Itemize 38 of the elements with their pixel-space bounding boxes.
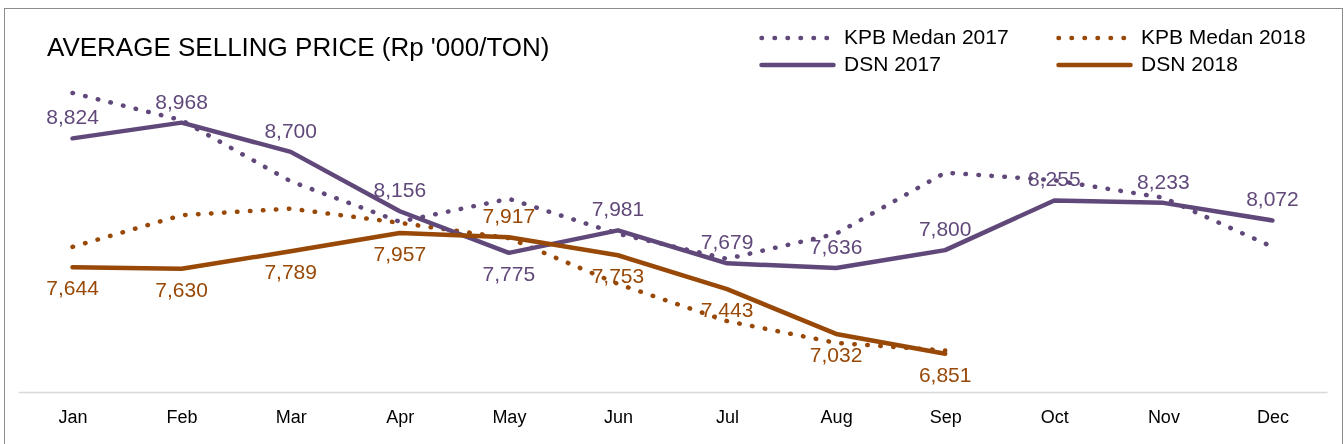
x-tick-label: Jul xyxy=(716,406,740,427)
data-label: 7,917 xyxy=(482,204,536,228)
text: AVERAGE SELLING PRICE (Rp '000/TON) xyxy=(47,32,550,62)
data-label: 7,443 xyxy=(700,298,754,322)
x-tick-label: Apr xyxy=(386,406,415,427)
x-tick-label: Sep xyxy=(929,406,962,427)
data-label: 7,644 xyxy=(46,276,100,300)
x-tick-label: Jun xyxy=(603,406,633,427)
data-label: 7,789 xyxy=(264,260,317,284)
data-label: 7,032 xyxy=(809,342,863,366)
legend-label: KPB Medan 2017 xyxy=(844,25,1009,48)
data-label: 7,753 xyxy=(591,264,645,288)
data-label: 8,255 xyxy=(1028,167,1081,191)
x-tick-label: Nov xyxy=(1147,406,1180,427)
data-label: 7,679 xyxy=(700,230,754,254)
data-label: 8,072 xyxy=(1246,187,1299,211)
legend-label: DSN 2017 xyxy=(844,52,941,75)
x-tick-label: Feb xyxy=(166,406,198,427)
x-tick-label: Aug xyxy=(820,406,853,427)
x-tick-label: Jan xyxy=(58,406,88,427)
x-tick-label: Dec xyxy=(1256,406,1289,427)
data-label: 7,630 xyxy=(155,277,208,301)
data-label: 7,957 xyxy=(373,241,427,265)
data-label: 8,233 xyxy=(1137,169,1190,193)
legend-label: DSN 2018 xyxy=(1141,52,1238,75)
data-label: 7,636 xyxy=(809,235,863,259)
legend-label: KPB Medan 2018 xyxy=(1141,25,1306,48)
x-tick-label: Oct xyxy=(1040,406,1069,427)
data-label: 8,156 xyxy=(373,178,427,202)
data-label: 7,775 xyxy=(482,261,536,285)
data-label: 7,800 xyxy=(918,217,972,241)
data-label: 7,981 xyxy=(591,197,645,221)
data-label: 8,968 xyxy=(155,89,208,113)
data-label: 8,700 xyxy=(264,118,317,142)
data-label: 6,851 xyxy=(918,362,972,386)
x-tick-label: May xyxy=(492,406,527,427)
x-tick-label: Mar xyxy=(275,406,307,427)
data-label: 8,824 xyxy=(46,105,100,129)
